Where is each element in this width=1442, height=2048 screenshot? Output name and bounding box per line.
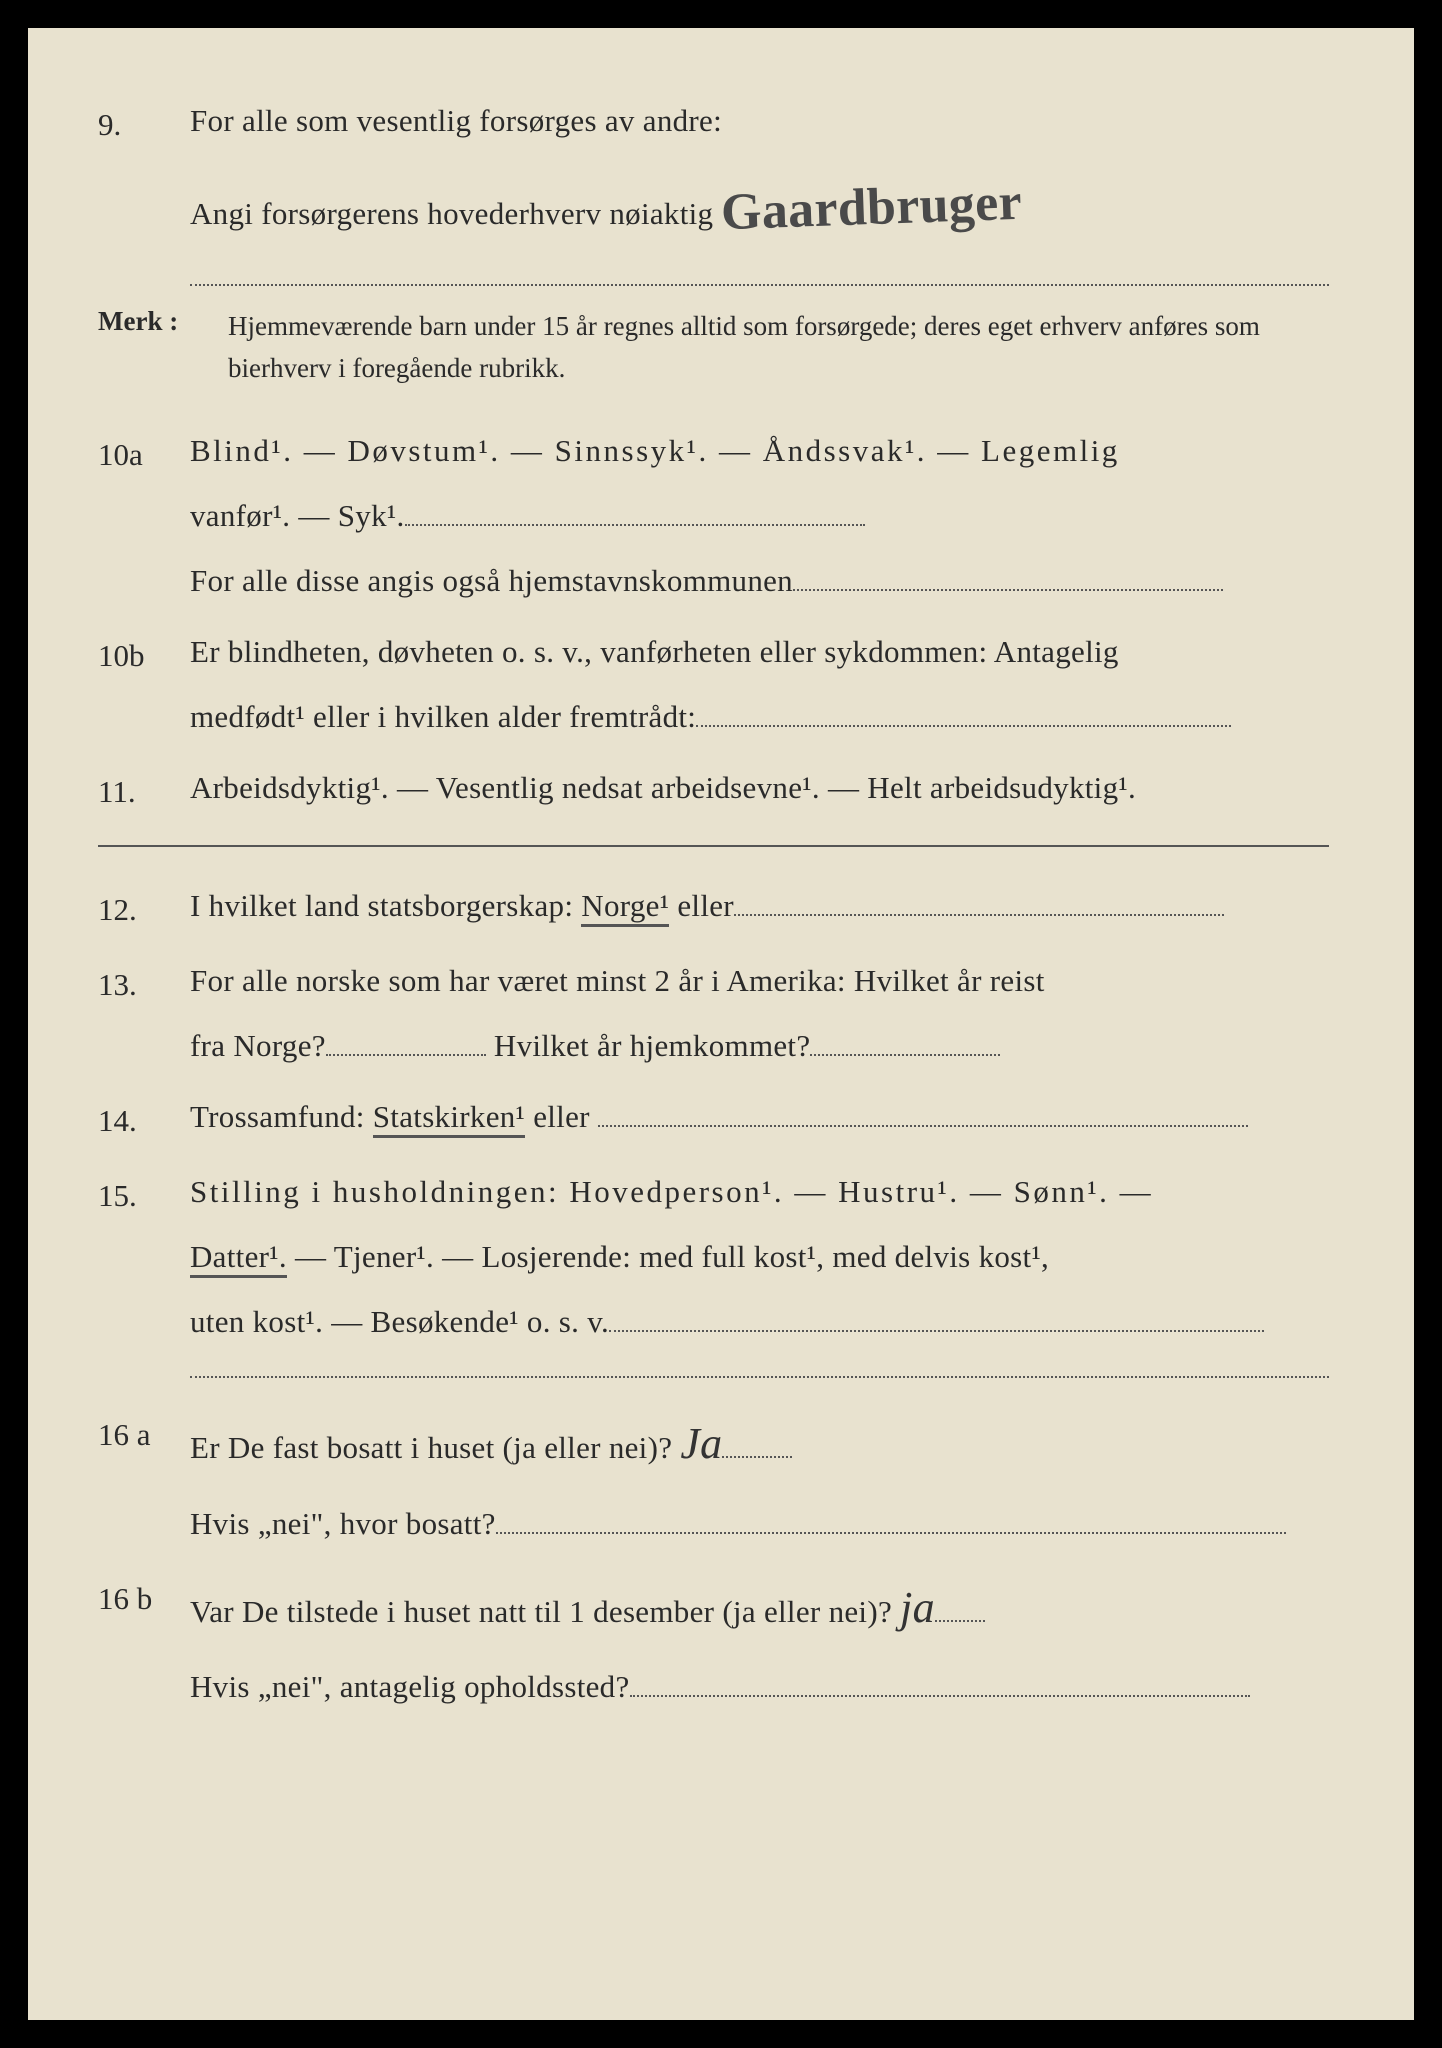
- q10a-line1: Blind¹. — Døvstum¹. — Sinnssyk¹. — Åndss…: [190, 418, 1329, 483]
- q16a-fill-1: [722, 1430, 792, 1458]
- merk-text: Hjemmeværende barn under 15 år regnes al…: [228, 306, 1329, 390]
- question-16a: 16 a Er De fast bosatt i huset (ja eller…: [98, 1398, 1329, 1555]
- q9-line1: For alle som vesentlig forsørges av andr…: [190, 88, 1329, 153]
- q13-content: For alle norske som har været minst 2 år…: [190, 948, 1329, 1078]
- q10a-line2: vanfør¹. — Syk¹.: [190, 483, 1329, 548]
- question-11: 11. Arbeidsdyktig¹. — Vesentlig nedsat a…: [98, 755, 1329, 824]
- q15-line2a: Datter¹.: [190, 1239, 287, 1278]
- q16b-number: 16 b: [98, 1562, 190, 1631]
- q10a-content: Blind¹. — Døvstum¹. — Sinnssyk¹. — Åndss…: [190, 418, 1329, 613]
- q14-underlined: Statskirken¹: [373, 1099, 525, 1138]
- q10a-number: 10a: [98, 418, 190, 487]
- q16a-answer-handwritten: Ja: [680, 1398, 722, 1490]
- q16a-line1: Er De fast bosatt i huset (ja eller nei)…: [190, 1398, 1329, 1490]
- q9-content: For alle som vesentlig forsørges av andr…: [190, 88, 1329, 262]
- q14-prefix: Trossamfund:: [190, 1099, 373, 1134]
- q14-suffix: eller: [525, 1099, 598, 1134]
- q10a-line2-prefix: vanfør¹. — Syk¹.: [190, 498, 405, 533]
- q10b-line2: medfødt¹ eller i hvilken alder fremtrådt…: [190, 684, 1329, 749]
- section-divider-1: [98, 845, 1329, 847]
- q15-number: 15.: [98, 1159, 190, 1228]
- question-13: 13. For alle norske som har været minst …: [98, 948, 1329, 1078]
- q10a-line3-fill: [793, 563, 1223, 591]
- q13-line1: For alle norske som har været minst 2 år…: [190, 948, 1329, 1013]
- q16a-number: 16 a: [98, 1398, 190, 1467]
- question-9: 9. For alle som vesentlig forsørges av a…: [98, 88, 1329, 262]
- q13-fill-b: [810, 1028, 1000, 1056]
- q9-line2-prefix: Angi forsørgerens hovederhverv nøiaktig: [190, 196, 713, 231]
- q13-fill-a: [326, 1028, 486, 1056]
- q12-number: 12.: [98, 873, 190, 942]
- q15-line1: Stilling i husholdningen: Hovedperson¹. …: [190, 1159, 1329, 1224]
- divider-after-15: [190, 1376, 1329, 1378]
- q16a-line2-prefix: Hvis „nei", hvor bosatt?: [190, 1506, 496, 1541]
- q12-fill: [734, 888, 1224, 916]
- q16a-content: Er De fast bosatt i huset (ja eller nei)…: [190, 1398, 1329, 1555]
- q16a-line2-fill: [496, 1506, 1286, 1534]
- q14-fill: [598, 1099, 1248, 1127]
- q10a-line3-prefix: For alle disse angis også hjemstavnskomm…: [190, 563, 793, 598]
- q11-number: 11.: [98, 755, 190, 824]
- q9-line2: Angi forsørgerens hovederhverv nøiaktig …: [190, 153, 1329, 262]
- question-10a: 10a Blind¹. — Døvstum¹. — Sinnssyk¹. — Å…: [98, 418, 1329, 613]
- q12-content: I hvilket land statsborgerskap: Norge¹ e…: [190, 873, 1329, 938]
- q13-line2: fra Norge? Hvilket år hjemkommet?: [190, 1013, 1329, 1078]
- census-form-page: 9. For alle som vesentlig forsørges av a…: [28, 28, 1414, 2020]
- merk-label: Merk :: [98, 306, 228, 390]
- q16b-line1-prefix: Var De tilstede i huset natt til 1 desem…: [190, 1594, 900, 1629]
- q10a-line3: For alle disse angis også hjemstavnskomm…: [190, 548, 1329, 613]
- question-16b: 16 b Var De tilstede i huset natt til 1 …: [98, 1562, 1329, 1719]
- question-14: 14. Trossamfund: Statskirken¹ eller: [98, 1084, 1329, 1153]
- q12-prefix: I hvilket land statsborgerskap:: [190, 888, 581, 923]
- q15-line3-fill: [609, 1304, 1264, 1332]
- divider-after-9: [190, 284, 1329, 286]
- q15-line2: Datter¹. — Tjener¹. — Losjerende: med fu…: [190, 1224, 1329, 1289]
- q15-content: Stilling i husholdningen: Hovedperson¹. …: [190, 1159, 1329, 1354]
- q9-answer-handwritten: Gaardbruger: [720, 148, 1024, 268]
- q12-underlined: Norge¹: [581, 888, 669, 927]
- q16a-line2: Hvis „nei", hvor bosatt?: [190, 1491, 1329, 1556]
- q9-number: 9.: [98, 88, 190, 157]
- q15-line3: uten kost¹. — Besøkende¹ o. s. v.: [190, 1289, 1329, 1354]
- q10b-line2-fill: [696, 699, 1231, 727]
- q16b-line1: Var De tilstede i huset natt til 1 desem…: [190, 1562, 1329, 1654]
- q10b-content: Er blindheten, døvheten o. s. v., vanfør…: [190, 619, 1329, 749]
- q16b-fill-1: [935, 1594, 985, 1622]
- q13-number: 13.: [98, 948, 190, 1017]
- q11-text: Arbeidsdyktig¹. — Vesentlig nedsat arbei…: [190, 755, 1329, 820]
- question-15: 15. Stilling i husholdningen: Hovedperso…: [98, 1159, 1329, 1354]
- q13-line2b: Hvilket år hjemkommet?: [486, 1028, 811, 1063]
- question-12: 12. I hvilket land statsborgerskap: Norg…: [98, 873, 1329, 942]
- q12-suffix: eller: [669, 888, 734, 923]
- q16b-content: Var De tilstede i huset natt til 1 desem…: [190, 1562, 1329, 1719]
- q14-number: 14.: [98, 1084, 190, 1153]
- q16b-line2-fill: [630, 1669, 1250, 1697]
- q10b-line1: Er blindheten, døvheten o. s. v., vanfør…: [190, 619, 1329, 684]
- merk-note: Merk : Hjemmeværende barn under 15 år re…: [98, 306, 1329, 390]
- q14-content: Trossamfund: Statskirken¹ eller: [190, 1084, 1329, 1149]
- q15-line3-prefix: uten kost¹. — Besøkende¹ o. s. v.: [190, 1304, 609, 1339]
- q16b-line2-prefix: Hvis „nei", antagelig opholdssted?: [190, 1669, 630, 1704]
- q10b-line2-prefix: medfødt¹ eller i hvilken alder fremtrådt…: [190, 699, 696, 734]
- q16b-answer-handwritten: ja: [900, 1562, 935, 1654]
- q16b-line2: Hvis „nei", antagelig opholdssted?: [190, 1654, 1329, 1719]
- q10b-number: 10b: [98, 619, 190, 688]
- question-10b: 10b Er blindheten, døvheten o. s. v., va…: [98, 619, 1329, 749]
- q16a-line1-prefix: Er De fast bosatt i huset (ja eller nei)…: [190, 1430, 680, 1465]
- q10a-line2-fill: [405, 498, 865, 526]
- q13-line2a: fra Norge?: [190, 1028, 326, 1063]
- q15-line2b: — Tjener¹. — Losjerende: med full kost¹,…: [287, 1239, 1049, 1274]
